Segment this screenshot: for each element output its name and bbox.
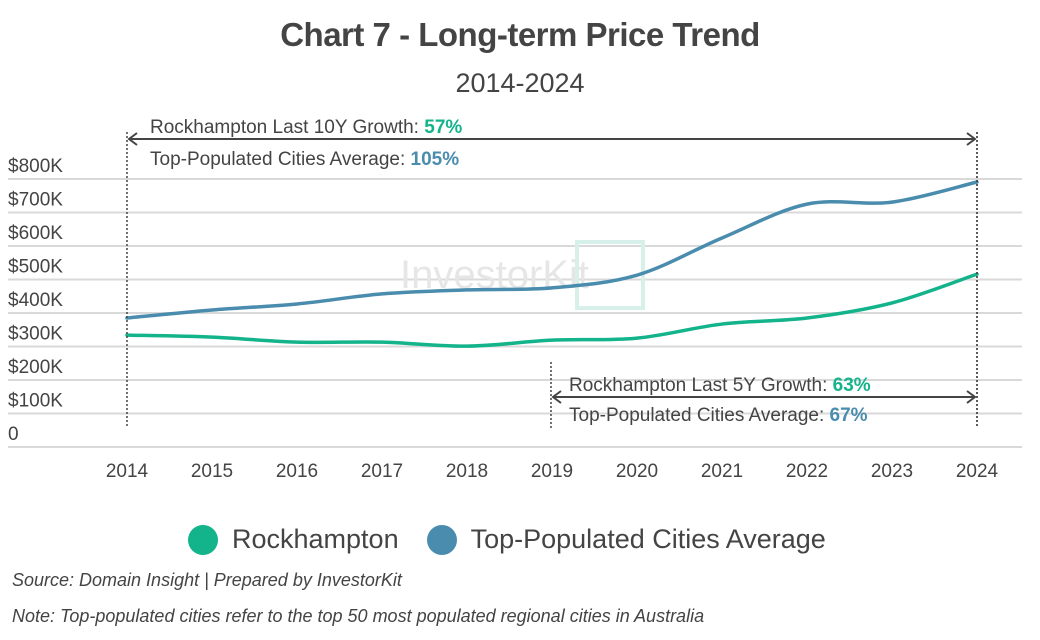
legend: Rockhampton Top-Populated Cities Average (188, 524, 854, 555)
growth-value: 63% (833, 375, 871, 396)
y-tick-label: $200K (8, 357, 63, 378)
ten-year-annotation-rockhampton-growth: Rockhampton Last 10Y Growth: 57% (150, 117, 462, 138)
source-note: Source: Domain Insight | Prepared by Inv… (12, 570, 402, 590)
legend-item-cities-average: Top-Populated Cities Average (426, 524, 826, 555)
y-tick-label: $300K (8, 324, 63, 345)
x-tick-label: 2018 (446, 461, 488, 482)
series-line-rockhampton (125, 272, 979, 348)
arrow-right-icon (966, 132, 977, 146)
y-tick-label: 0 (8, 424, 19, 445)
y-tick-label: $800K (8, 156, 63, 177)
y-tick-label: $600K (8, 223, 63, 244)
ten-year-annotation-cities-average-growth: Top-Populated Cities Average: 105% (150, 149, 459, 170)
x-tick-label: 2023 (871, 461, 913, 482)
growth-value: 105% (411, 149, 460, 170)
watermark-logo: InvestorKit (400, 240, 645, 310)
x-tick-label: 2020 (616, 461, 658, 482)
footnote: Note: Top-populated cities refer to the … (12, 606, 705, 626)
y-tick-label: $700K (8, 190, 63, 211)
x-tick-label: 2022 (786, 461, 828, 482)
x-tick-label: 2016 (276, 461, 318, 482)
arrow-left-icon (127, 132, 138, 146)
x-tick-label: 2017 (361, 461, 403, 482)
x-tick-label: 2014 (106, 461, 149, 482)
arrow-right-icon (966, 390, 977, 404)
legend-label: Rockhampton (232, 524, 399, 554)
label: Top-Populated Cities Average: (150, 149, 411, 170)
arrow-left-icon (551, 390, 562, 404)
chart-title: Chart 7 - Long-term Price Trend (280, 16, 760, 53)
legend-swatch (188, 524, 218, 555)
x-tick-label: 2021 (701, 461, 743, 482)
five-year-annotation-rockhampton-growth: Rockhampton Last 5Y Growth: 63% (569, 375, 871, 396)
y-tick-label: $100K (8, 391, 63, 412)
series-line-top-populated-cities-average (125, 180, 979, 320)
x-tick-label: 2024 (956, 461, 999, 482)
y-tick-label: $500K (8, 257, 63, 278)
legend-item-rockhampton: Rockhampton (188, 524, 399, 555)
x-tick-label: 2019 (531, 461, 573, 482)
x-tick-label: 2015 (191, 461, 233, 482)
y-tick-label: $400K (8, 290, 63, 311)
legend-swatch (426, 524, 457, 555)
chart-subtitle: 2014-2024 (455, 68, 585, 98)
growth-value: 67% (830, 405, 868, 426)
growth-value: 57% (424, 117, 462, 138)
label: Rockhampton Last 10Y Growth: (150, 117, 424, 138)
five-year-annotation-cities-average-growth: Top-Populated Cities Average: 67% (569, 405, 868, 426)
label: Rockhampton Last 5Y Growth: (569, 375, 833, 396)
legend-label: Top-Populated Cities Average (470, 524, 826, 554)
label: Top-Populated Cities Average: (569, 405, 830, 426)
